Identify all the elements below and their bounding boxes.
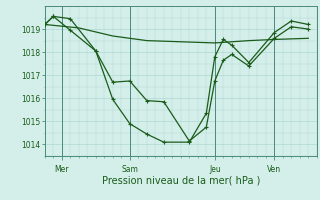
X-axis label: Pression niveau de la mer( hPa ): Pression niveau de la mer( hPa ) (102, 175, 260, 185)
